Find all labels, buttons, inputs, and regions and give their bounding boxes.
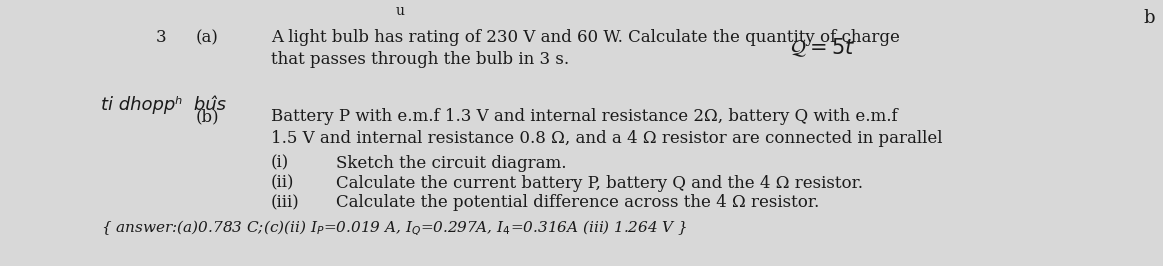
Text: { answer:(a)0.783 C;(c)(ii) I$_P$=0.019 A, I$_Q$=0.297A, I$_4$=0.316A (iii) 1.26: { answer:(a)0.783 C;(c)(ii) I$_P$=0.019 … (101, 219, 687, 238)
Text: Battery P with e.m.f 1.3 V and internal resistance 2Ω, battery Q with e.m.f: Battery P with e.m.f 1.3 V and internal … (271, 108, 898, 125)
Text: u: u (395, 4, 405, 18)
Text: that passes through the bulb in 3 s.: that passes through the bulb in 3 s. (271, 51, 569, 68)
Text: ti dhoppʰ  bûs: ti dhoppʰ bûs (101, 95, 226, 114)
Text: (ii): (ii) (271, 174, 294, 192)
Text: A light bulb has rating of 230 V and 60 W. Calculate the quantity of charge: A light bulb has rating of 230 V and 60 … (271, 29, 900, 46)
Text: (i): (i) (271, 155, 288, 172)
Text: 3: 3 (156, 29, 166, 46)
Text: (iii): (iii) (271, 194, 300, 211)
Text: Calculate the potential difference across the 4 Ω resistor.: Calculate the potential difference acros… (336, 194, 819, 211)
Text: $\mathcal{Q}$$= \mathit{5t}$: $\mathcal{Q}$$= \mathit{5t}$ (790, 36, 855, 59)
Text: b: b (1143, 9, 1155, 27)
Text: (a): (a) (195, 29, 219, 46)
Text: (b): (b) (195, 108, 220, 125)
Text: Sketch the circuit diagram.: Sketch the circuit diagram. (336, 155, 566, 172)
Text: Calculate the current battery P, battery Q and the 4 Ω resistor.: Calculate the current battery P, battery… (336, 174, 863, 192)
Text: 1.5 V and internal resistance 0.8 Ω, and a 4 Ω resistor are connected in paralle: 1.5 V and internal resistance 0.8 Ω, and… (271, 130, 942, 147)
